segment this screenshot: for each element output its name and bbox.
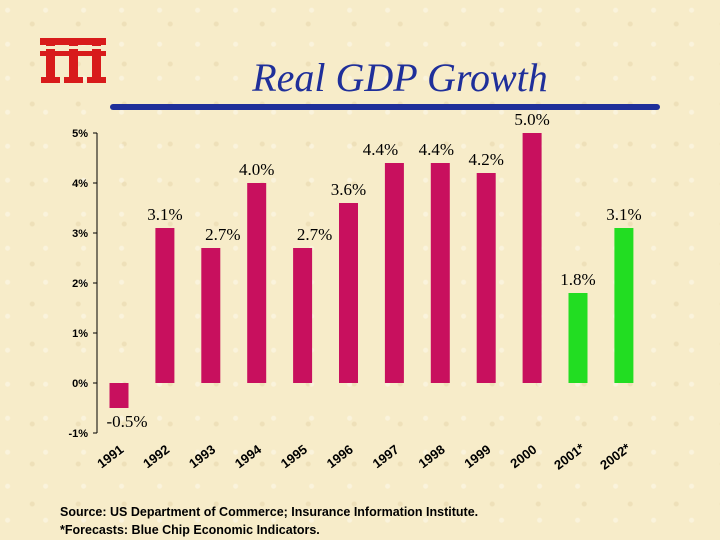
page-title: Real GDP Growth <box>252 55 548 100</box>
chart-data-labels: -0.5% 3.1% 2.7% 4.0% 2.7% 3.6% 4.4% 4.4% 4.2% 5.0… <box>106 110 641 431</box>
x-tick-label: 1994 <box>232 441 265 471</box>
bar-1991 <box>109 383 129 408</box>
y-tick-label: 2% <box>72 278 88 290</box>
bar-2000 <box>522 133 542 383</box>
x-tick-label: 1992 <box>140 442 172 471</box>
x-tick-label: 1993 <box>186 442 218 471</box>
bar-value-label: 4.2% <box>468 150 503 169</box>
bar-value-label: 1.8% <box>560 270 595 289</box>
chart-axes <box>93 132 98 434</box>
bar-value-label: 5.0% <box>514 110 549 129</box>
bar-1995 <box>293 248 313 383</box>
y-tick-label: -1% <box>68 428 88 440</box>
x-tick-label: 1996 <box>324 442 356 471</box>
bar-2001-forecast <box>568 293 588 383</box>
bar-value-label: 2.7% <box>205 225 240 244</box>
bar-value-label: 4.4% <box>419 140 454 159</box>
bar-1994 <box>247 183 267 383</box>
x-tick-label: 1991 <box>94 442 126 471</box>
x-tick-label: 1999 <box>461 442 493 471</box>
y-tick-labels: 5% 4% 3% 2% 1% 0% -1% <box>68 128 88 440</box>
bar-1999 <box>476 173 496 383</box>
x-tick-label: 2002* <box>597 440 634 473</box>
y-tick-label: 3% <box>72 228 88 240</box>
x-tick-label: 2000 <box>507 442 539 471</box>
x-tick-label: 1995 <box>278 442 310 471</box>
bar-1992 <box>155 228 175 383</box>
y-tick-label: 5% <box>72 128 88 140</box>
chart-bars <box>109 133 634 408</box>
bar-value-label: 3.1% <box>147 205 182 224</box>
bar-2002-forecast <box>614 228 634 383</box>
bar-value-label: 3.1% <box>606 205 641 224</box>
bar-value-label: -0.5% <box>106 412 147 431</box>
x-tick-label: 1998 <box>416 442 448 471</box>
iii-logo-icon <box>40 38 106 83</box>
bar-value-label: 4.0% <box>239 160 274 179</box>
bar-value-label: 4.4% <box>363 140 398 159</box>
y-tick-label: 0% <box>72 378 88 390</box>
title-underline <box>110 104 660 110</box>
source-text: Source: US Department of Commerce; Insur… <box>60 505 479 519</box>
bar-1997 <box>384 163 404 383</box>
x-tick-labels: 1991 1992 1993 1994 1995 1996 1997 1998 1999 2000… <box>94 440 634 473</box>
y-tick-label: 4% <box>72 178 88 190</box>
bar-1998 <box>430 163 450 383</box>
source-note: Source: US Department of Commerce; Insur… <box>60 503 660 539</box>
bar-value-label: 3.6% <box>331 180 366 199</box>
x-tick-label: 2001* <box>551 440 588 473</box>
bar-1996 <box>339 203 358 383</box>
forecast-note: *Forecasts: Blue Chip Economic Indicator… <box>60 523 320 537</box>
y-tick-label: 1% <box>72 328 88 340</box>
x-tick-label: 1997 <box>370 442 402 471</box>
bar-1993 <box>201 248 221 383</box>
bar-value-label: 2.7% <box>297 225 332 244</box>
